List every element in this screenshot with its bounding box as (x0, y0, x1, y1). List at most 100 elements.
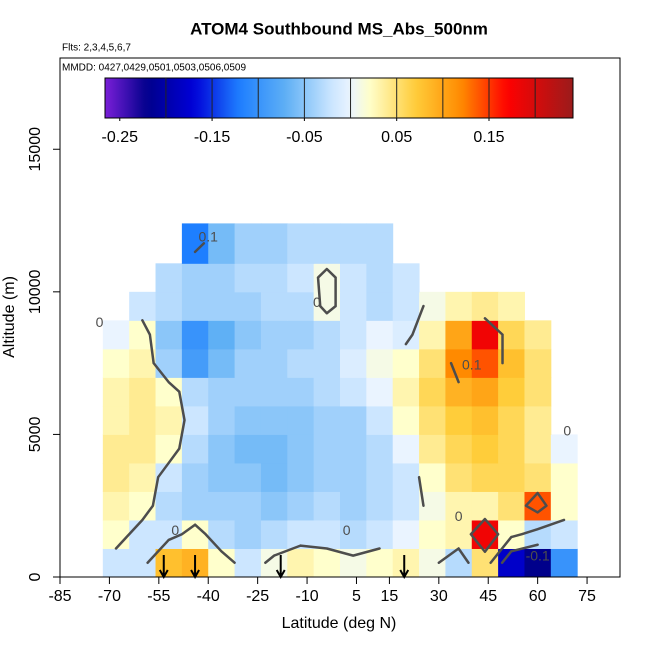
heat-cell (366, 320, 394, 350)
heat-cell (260, 223, 288, 264)
heat-cell (260, 348, 288, 378)
heat-cell (234, 405, 262, 435)
heat-cell (208, 548, 236, 578)
heat-cell (155, 548, 183, 578)
heat-cell (260, 519, 288, 549)
heat-cell (524, 434, 552, 464)
colorbar-tick-label: -0.15 (194, 129, 231, 146)
heat-cell (181, 491, 209, 521)
contours: 0.1 0 0 0.1 0 0 0 0 -0.1 (96, 228, 571, 564)
x-tick-label: -85 (48, 588, 71, 605)
heat-cell (155, 491, 183, 521)
heat-cell (471, 491, 499, 521)
heat-cell (287, 291, 315, 321)
heat-cell (445, 291, 473, 321)
heat-cell (208, 223, 236, 264)
heat-cell (524, 377, 552, 407)
y-tick-label: 10000 (27, 269, 44, 314)
heat-cell (445, 320, 473, 350)
heat-cell (340, 462, 367, 492)
heat-cell (234, 462, 262, 492)
heat-cell (287, 548, 315, 578)
x-tick-label: -55 (147, 588, 170, 605)
x-tick-label: 45 (479, 588, 497, 605)
heat-cell (208, 434, 236, 464)
y-tick-label: 0 (27, 572, 44, 581)
heat-cell (340, 320, 367, 350)
contour-label: -0.1 (526, 548, 550, 564)
heat-cell (392, 377, 420, 407)
heat-cell (313, 223, 341, 264)
contour-line (114, 267, 566, 564)
heat-cell (419, 320, 446, 350)
heat-cell (260, 263, 288, 293)
x-tick-label: -25 (246, 588, 269, 605)
colorbar-tick-label: -0.25 (102, 129, 139, 146)
contour-label: 0 (171, 522, 179, 538)
heat-cell (287, 223, 315, 264)
heat-cell (392, 263, 420, 293)
heat-cell (208, 320, 236, 350)
heat-cell (340, 291, 367, 321)
y-axis-label: Altitude (m) (1, 276, 18, 358)
heat-cell (208, 291, 236, 321)
heat-cell (102, 434, 130, 464)
heat-cell (102, 320, 130, 350)
heat-cell (181, 291, 209, 321)
heat-cell (181, 377, 209, 407)
heat-cell (471, 548, 499, 578)
heat-cell (234, 320, 262, 350)
heat-cell (550, 548, 578, 578)
heat-cell (524, 548, 552, 578)
x-tick-label: 60 (529, 588, 547, 605)
heat-cell (129, 434, 157, 464)
heat-cell (234, 291, 262, 321)
heat-cell (102, 405, 130, 435)
heat-cell (340, 434, 367, 464)
contour-label: 0.1 (462, 357, 482, 373)
heat-cell (313, 377, 341, 407)
heat-cell (313, 548, 341, 578)
heat-cell (155, 519, 183, 549)
heat-cell (419, 519, 446, 549)
heat-cell (498, 405, 525, 435)
heat-cell (445, 519, 473, 549)
heat-cell (366, 462, 394, 492)
heat-cell (155, 320, 183, 350)
heat-cell (287, 519, 315, 549)
heat-cell (181, 348, 209, 378)
heat-cell (550, 462, 578, 492)
heat-cell (208, 519, 236, 549)
heat-cell (313, 434, 341, 464)
heat-cell (260, 434, 288, 464)
heat-cell (155, 462, 183, 492)
heat-cell (129, 462, 157, 492)
plot-frame (59, 57, 621, 578)
heat-cell (313, 320, 341, 350)
heat-cell (392, 519, 420, 549)
heat-cell (498, 434, 525, 464)
heat-cell (392, 291, 420, 321)
heat-cell (208, 405, 236, 435)
heat-cell (366, 223, 394, 264)
heat-cell (208, 263, 236, 293)
heat-cell (287, 405, 315, 435)
heat-cell (260, 405, 288, 435)
heat-cell (471, 291, 499, 321)
heat-cell (102, 491, 130, 521)
subtitle: Flts: 2,3,4,5,6,7 (62, 43, 131, 54)
heat-cell (445, 462, 473, 492)
heatmap (102, 223, 578, 578)
contour-line (449, 317, 548, 554)
heat-cell (102, 519, 130, 549)
heat-cell (287, 348, 315, 378)
heat-cell (471, 320, 499, 350)
heat-cell (498, 291, 525, 321)
heat-cell (234, 434, 262, 464)
heat-cell (524, 405, 552, 435)
heat-cell (366, 434, 394, 464)
heat-cell (234, 348, 262, 378)
heat-cell (392, 405, 420, 435)
heat-cell (181, 462, 209, 492)
heat-cell (260, 462, 288, 492)
